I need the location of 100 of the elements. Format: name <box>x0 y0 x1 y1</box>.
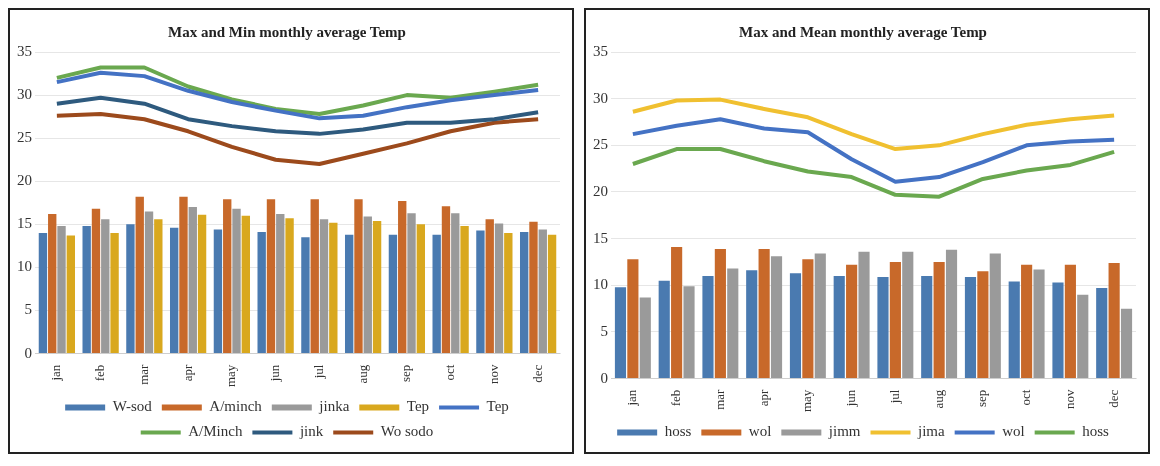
bar <box>789 273 802 379</box>
legend-label: hoss <box>1082 423 1109 440</box>
legend-label: wol <box>748 423 772 440</box>
x-tick-label: jul <box>886 389 902 405</box>
bar <box>179 196 188 354</box>
bar <box>1052 282 1064 379</box>
legend-label: jima <box>917 423 946 440</box>
bar <box>66 235 75 354</box>
bar <box>388 234 398 354</box>
bar <box>48 214 57 354</box>
y-tick-label: 0 <box>600 369 608 386</box>
bar <box>476 230 485 354</box>
x-tick-label: mar <box>135 363 151 385</box>
x-tick-label: apr <box>755 388 771 407</box>
x-tick-label: mar <box>711 388 727 410</box>
bar <box>213 229 223 354</box>
bar <box>82 226 91 354</box>
bar <box>758 248 770 379</box>
bar <box>846 264 858 379</box>
bar <box>989 253 1001 379</box>
legend-label: jink <box>298 423 324 440</box>
bar <box>257 232 266 354</box>
bar <box>814 253 826 379</box>
bar <box>714 248 726 379</box>
x-tick-label: nov <box>485 364 501 385</box>
bar <box>310 199 319 354</box>
x-tick-label: jan <box>48 364 64 382</box>
bar <box>770 256 783 379</box>
x-tick-label: apr <box>179 363 195 382</box>
bar <box>170 227 179 354</box>
chart-title: Max and Min monthly average Temp <box>168 23 406 40</box>
bar <box>727 268 739 379</box>
bar <box>1033 269 1045 379</box>
bar <box>1021 264 1033 379</box>
y-tick-label: 20 <box>17 172 32 189</box>
bar <box>485 219 494 354</box>
legend-label: A/minch <box>209 398 263 415</box>
bar <box>101 219 110 354</box>
bar <box>398 201 407 354</box>
y-tick-label: 15 <box>593 229 608 246</box>
x-tick-label: feb <box>668 389 684 407</box>
bar <box>188 207 197 354</box>
bar <box>627 259 639 379</box>
legend-label: wol <box>1002 423 1025 440</box>
x-tick-label: jan <box>624 389 640 407</box>
bar <box>329 222 338 354</box>
x-tick-label: nov <box>1061 389 1077 410</box>
bar <box>416 224 425 354</box>
bar <box>1096 288 1108 379</box>
y-tick-label: 25 <box>593 136 608 153</box>
bar <box>702 275 714 379</box>
legend-label: A/Minch <box>188 423 243 440</box>
bar <box>683 286 695 379</box>
bar <box>232 208 241 354</box>
x-tick-label: jun <box>843 389 859 408</box>
legend-label: jimm <box>827 423 861 440</box>
legend-label: Wo sodo <box>380 423 434 440</box>
y-tick-label: 30 <box>593 89 608 106</box>
bar <box>460 226 469 354</box>
bar <box>1064 264 1076 379</box>
bar <box>964 276 977 379</box>
bar <box>945 249 958 379</box>
bar <box>1008 281 1020 379</box>
bar <box>441 206 451 354</box>
y-tick-label: 10 <box>593 276 608 293</box>
bar <box>319 219 329 354</box>
x-tick-label: dec <box>1105 389 1121 408</box>
bar <box>407 213 416 354</box>
x-tick-label: jun <box>267 364 283 383</box>
bar <box>877 276 889 379</box>
bar <box>921 275 933 379</box>
y-tick-label: 35 <box>593 42 608 59</box>
legend-label: W-sod <box>112 398 153 415</box>
x-tick-label: may <box>223 364 239 388</box>
x-tick-label: sep <box>974 389 990 407</box>
bar <box>38 232 48 354</box>
bar <box>345 234 354 354</box>
bar <box>538 229 547 354</box>
bar <box>1108 262 1120 379</box>
bar <box>1120 308 1133 379</box>
x-tick-label: aug <box>354 364 370 384</box>
x-tick-label: feb <box>92 364 108 382</box>
bar <box>520 232 529 354</box>
bar <box>276 214 285 354</box>
bar <box>57 226 66 354</box>
bar <box>266 199 276 354</box>
y-tick-label: 20 <box>593 182 608 199</box>
legend-label: hoss <box>664 423 692 440</box>
x-tick-label: aug <box>930 389 946 409</box>
bar <box>858 251 870 379</box>
bar <box>494 223 504 354</box>
bar <box>833 275 845 379</box>
bar <box>547 234 557 354</box>
bar <box>354 199 363 354</box>
x-tick-label: jul <box>310 364 326 380</box>
bar <box>372 220 382 354</box>
y-tick-label: 25 <box>17 129 32 146</box>
bar <box>1077 294 1089 379</box>
x-tick-label: may <box>799 389 815 413</box>
bar <box>529 221 538 354</box>
